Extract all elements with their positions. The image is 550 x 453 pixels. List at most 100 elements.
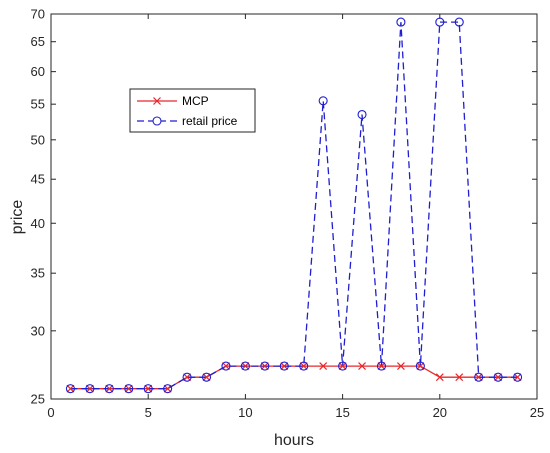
marker-stroke <box>222 362 230 371</box>
marker-stroke <box>280 362 289 371</box>
data-point-mcp <box>494 373 503 382</box>
data-point-mcp <box>260 362 269 371</box>
legend-label: retail price <box>182 114 238 128</box>
data-point-mcp <box>435 373 444 382</box>
data-point-retail-price <box>279 361 289 371</box>
y-tick-label: 60 <box>31 64 45 79</box>
data-point-retail-price <box>240 361 250 371</box>
data-point-retail-price <box>163 384 173 394</box>
x-tick-label: 25 <box>530 405 544 420</box>
data-point-retail-price <box>182 372 192 382</box>
data-point-mcp <box>85 384 94 393</box>
data-point-retail-price <box>357 109 367 120</box>
data-point-mcp <box>163 384 172 393</box>
y-tick-label: 65 <box>31 34 45 49</box>
data-point-mcp <box>144 384 153 393</box>
data-point-mcp <box>241 362 250 371</box>
data-point-retail-price <box>221 361 231 371</box>
y-tick-label: 45 <box>31 172 45 187</box>
data-point-mcp <box>124 384 133 393</box>
y-tick-label: 70 <box>31 7 45 22</box>
data-point-retail-price <box>513 372 523 382</box>
data-point-mcp <box>416 362 425 371</box>
y-tick-label: 30 <box>31 323 45 338</box>
x-tick-label: 10 <box>238 405 252 420</box>
marker-stroke <box>105 384 114 393</box>
data-point-mcp <box>202 373 211 382</box>
marker-stroke <box>144 384 153 393</box>
marker-stroke <box>358 362 366 371</box>
y-tick-label: 25 <box>31 392 45 407</box>
y-tick-label: 50 <box>31 132 45 147</box>
marker-stroke <box>435 373 444 382</box>
marker-stroke <box>241 362 250 371</box>
data-point-retail-price <box>65 384 75 394</box>
marker-stroke <box>163 384 172 393</box>
marker-stroke <box>299 362 308 371</box>
data-point-retail-price <box>124 384 134 394</box>
legend-marker <box>153 97 161 105</box>
data-point-retail-price <box>396 17 406 27</box>
data-point-retail-price <box>260 361 270 371</box>
marker-stroke <box>319 362 328 371</box>
data-point-mcp <box>280 362 289 371</box>
data-point-mcp <box>183 373 192 382</box>
data-point-retail-price <box>104 384 114 394</box>
data-point-retail-price <box>299 361 309 371</box>
x-tick-label: 20 <box>433 405 447 420</box>
data-point-retail-price <box>338 361 348 371</box>
data-point-retail-price <box>474 372 484 382</box>
data-point-retail-price <box>493 372 503 382</box>
marker-stroke <box>416 362 425 371</box>
marker-stroke <box>377 362 386 371</box>
marker-stroke <box>85 384 94 393</box>
x-tick-label: 0 <box>47 405 54 420</box>
series-line-retail-price <box>70 21 518 390</box>
y-axis-label: price <box>9 200 26 235</box>
data-point-mcp <box>222 362 230 371</box>
x-tick-label: 5 <box>145 405 152 420</box>
series-line-mcp <box>70 365 518 390</box>
x-tick-label: 15 <box>335 405 349 420</box>
y-axis: 25 30 35 40 45 50 55 60 65 70 <box>31 7 537 407</box>
marker-stroke <box>494 373 503 382</box>
marker-stroke <box>513 373 522 382</box>
data-point-mcp <box>455 373 464 382</box>
y-tick-label: 55 <box>31 97 45 112</box>
y-tick-label: 40 <box>31 216 45 231</box>
data-point-retail-price <box>143 384 153 394</box>
marker-stroke <box>455 373 464 382</box>
data-point-retail-price <box>415 361 425 371</box>
legend-label: MCP <box>182 94 209 108</box>
legend-marker <box>152 116 162 126</box>
data-point-mcp <box>66 384 75 393</box>
data-point-retail-price <box>435 17 445 27</box>
marker-stroke <box>260 362 269 371</box>
x-axis-label: hours <box>274 432 314 449</box>
data-point-mcp <box>377 362 386 371</box>
legend-box <box>129 88 256 133</box>
data-point-mcp <box>319 362 328 371</box>
legend: MCP retail price <box>129 88 256 133</box>
data-point-retail-price <box>376 361 387 371</box>
marker-stroke <box>396 362 405 371</box>
data-point-mcp <box>513 373 522 382</box>
data-point-retail-price <box>85 384 95 394</box>
marker-stroke <box>66 384 75 393</box>
marker-stroke <box>202 373 211 382</box>
data-point-retail-price <box>454 17 464 27</box>
data-point-mcp <box>338 362 347 371</box>
data-point-mcp <box>358 362 366 371</box>
data-point-retail-price <box>201 372 212 382</box>
data-point-mcp <box>299 362 308 371</box>
data-point-mcp <box>474 373 483 382</box>
data-point-mcp <box>105 384 114 393</box>
marker-stroke <box>338 362 347 371</box>
marker-stroke <box>124 384 133 393</box>
series-layer <box>65 17 523 394</box>
marker-stroke <box>474 373 483 382</box>
plot-area <box>50 13 538 400</box>
data-point-retail-price <box>318 96 328 106</box>
data-point-mcp <box>396 362 405 371</box>
